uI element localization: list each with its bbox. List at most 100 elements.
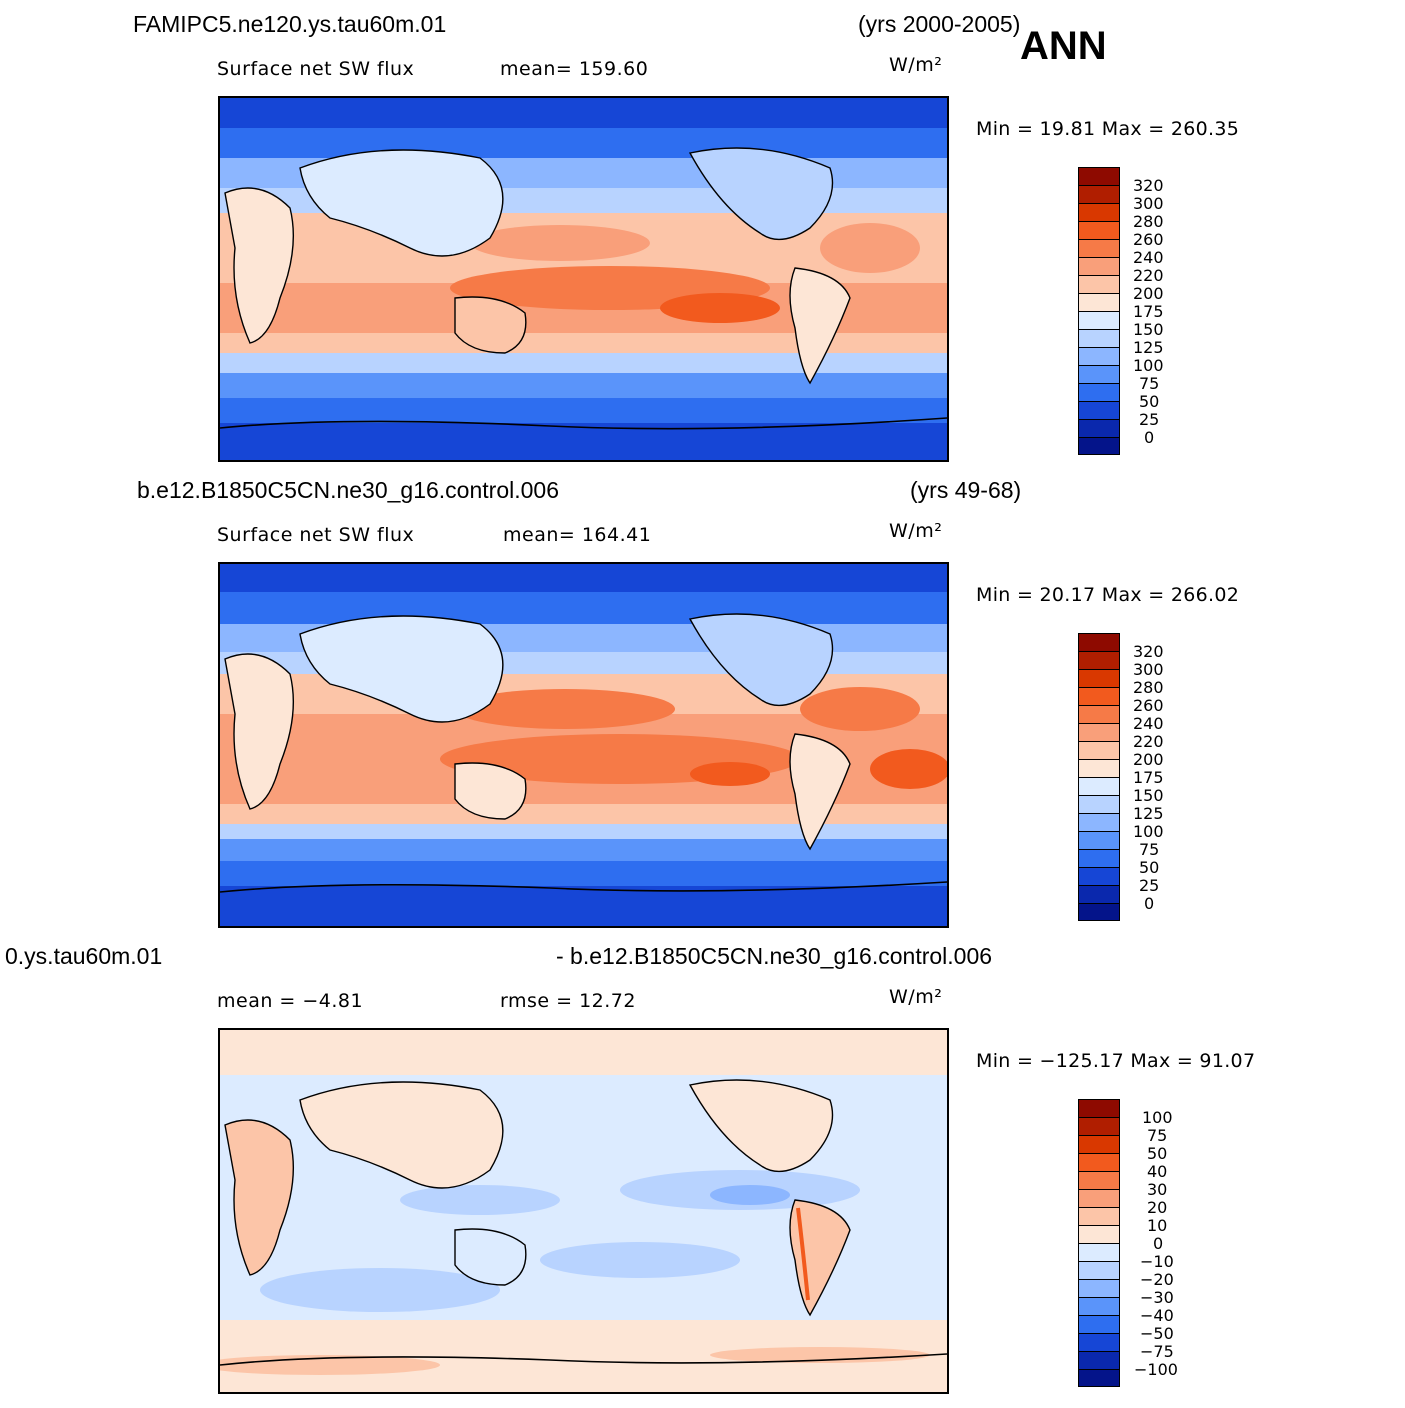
panel3-control-case: - b.e12.B1850C5CN.ne30_g16.control.006 <box>556 943 993 969</box>
panel1-colorbar-tick: 25 <box>1139 410 1160 429</box>
season-label: ANN <box>1020 24 1107 68</box>
panel3-mean: mean = −4.81 <box>217 990 364 1012</box>
panel2-colorbar-tick: 150 <box>1133 786 1164 805</box>
panel3-colorbar-swatch <box>1079 1298 1119 1316</box>
panel1-years: (yrs 2000-2005) <box>858 11 1021 37</box>
panel3-colorbar <box>1078 1099 1120 1387</box>
panel1-case-name: FAMIPC5.ne120.ys.tau60m.01 <box>133 11 447 37</box>
panel2-colorbar-swatch <box>1079 778 1119 796</box>
panel1-colorbar-swatch <box>1079 222 1119 240</box>
panel1-colorbar-swatch <box>1079 312 1119 330</box>
panel3-colorbar-swatch <box>1079 1208 1119 1226</box>
panel3-colorbar-tick: −30 <box>1140 1288 1174 1307</box>
panel2-colorbar-swatch <box>1079 814 1119 832</box>
panel2-colorbar-swatch <box>1079 724 1119 742</box>
panel1-colorbar-swatch <box>1079 186 1119 204</box>
panel1-colorbar-swatch <box>1079 348 1119 366</box>
panel3-map <box>218 1028 949 1394</box>
panel2-colorbar-tick: 240 <box>1133 714 1164 733</box>
panel3-colorbar-swatch <box>1079 1226 1119 1244</box>
panel3-colorbar-swatch <box>1079 1334 1119 1352</box>
panel1-map-field <box>220 98 947 460</box>
panel3-colorbar-swatch <box>1079 1244 1119 1262</box>
panel1-map <box>218 96 949 462</box>
panel3-units: W/m² <box>889 986 943 1008</box>
panel2-case-name: b.e12.B1850C5CN.ne30_g16.control.006 <box>137 477 559 503</box>
panel3-colorbar-swatch <box>1079 1190 1119 1208</box>
panel1-colorbar-tick: 100 <box>1133 356 1164 375</box>
panel2-variable: Surface net SW flux <box>217 524 415 546</box>
panel3-colorbar-swatch <box>1079 1118 1119 1136</box>
panel2-colorbar-tick: 320 <box>1133 642 1164 661</box>
panel2-colorbar-swatch <box>1079 742 1119 760</box>
panel1-colorbar-tick: 220 <box>1133 266 1164 285</box>
panel1-colorbar-tick: 50 <box>1139 392 1160 411</box>
panel1-colorbar-swatch <box>1079 276 1119 294</box>
panel2-colorbar-tick: 100 <box>1133 822 1164 841</box>
panel3-colorbar-swatch <box>1079 1262 1119 1280</box>
panel2-minmax: Min = 20.17 Max = 266.02 <box>976 584 1240 606</box>
panel3-colorbar-tick: −20 <box>1140 1270 1174 1289</box>
panel1-colorbar-tick: 150 <box>1133 320 1164 339</box>
panel1-colorbar-swatch <box>1079 240 1119 258</box>
panel2-map <box>218 562 949 928</box>
panel1-colorbar <box>1078 167 1120 455</box>
panel2-colorbar-swatch <box>1079 760 1119 778</box>
panel2-colorbar <box>1078 633 1120 921</box>
panel3-colorbar-tick: −100 <box>1134 1360 1178 1379</box>
panel1-colorbar-swatch <box>1079 384 1119 402</box>
panel2-colorbar-tick: 280 <box>1133 678 1164 697</box>
panel1-colorbar-tick: 320 <box>1133 176 1164 195</box>
panel3-colorbar-swatch <box>1079 1136 1119 1154</box>
panel2-units: W/m² <box>889 520 943 542</box>
panel3-colorbar-tick: 50 <box>1147 1144 1168 1163</box>
panel2-colorbar-swatch <box>1079 886 1119 904</box>
panel1-colorbar-tick: 200 <box>1133 284 1164 303</box>
panel1-units: W/m² <box>889 54 943 76</box>
panel3-colorbar-tick: 40 <box>1147 1162 1168 1181</box>
panel2-colorbar-tick: 220 <box>1133 732 1164 751</box>
panel2-mean: mean= 164.41 <box>503 524 652 546</box>
panel2-colorbar-swatch <box>1079 850 1119 868</box>
panel1-colorbar-swatch <box>1079 258 1119 276</box>
panel1-colorbar-swatch <box>1079 294 1119 312</box>
panel1-colorbar-tick: 240 <box>1133 248 1164 267</box>
panel2-years: (yrs 49-68) <box>910 477 1022 503</box>
panel2-colorbar-tick: 260 <box>1133 696 1164 715</box>
panel3-colorbar-swatch <box>1079 1172 1119 1190</box>
panel1-variable: Surface net SW flux <box>217 58 415 80</box>
panel3-colorbar-swatch <box>1079 1352 1119 1370</box>
panel3-colorbar-tick: 0 <box>1153 1234 1164 1253</box>
panel1-colorbar-swatch <box>1079 330 1119 348</box>
panel3-colorbar-swatch <box>1079 1154 1119 1172</box>
panel1-colorbar-tick: 75 <box>1139 374 1160 393</box>
panel3-colorbar-tick: −10 <box>1140 1252 1174 1271</box>
panel2-colorbar-tick: 0 <box>1144 894 1155 913</box>
panel1-colorbar-tick: 300 <box>1133 194 1164 213</box>
panel3-case-name: 0.ys.tau60m.01 <box>5 943 163 969</box>
panel3-colorbar-tick: −75 <box>1140 1342 1174 1361</box>
panel1-colorbar-swatch <box>1079 366 1119 384</box>
panel3-colorbar-swatch <box>1079 1316 1119 1334</box>
panel2-colorbar-tick: 25 <box>1139 876 1160 895</box>
panel3-colorbar-tick: 20 <box>1147 1198 1168 1217</box>
panel2-colorbar-swatch <box>1079 688 1119 706</box>
panel2-colorbar-swatch <box>1079 652 1119 670</box>
panel1-colorbar-tick: 125 <box>1133 338 1164 357</box>
panel3-colorbar-tick: 30 <box>1147 1180 1168 1199</box>
panel3-minmax: Min = −125.17 Max = 91.07 <box>976 1050 1256 1072</box>
panel1-colorbar-swatch <box>1079 168 1119 186</box>
panel3-colorbar-swatch <box>1079 1280 1119 1298</box>
panel1-colorbar-swatch <box>1079 420 1119 438</box>
panel2-colorbar-tick: 125 <box>1133 804 1164 823</box>
panel2-colorbar-tick: 300 <box>1133 660 1164 679</box>
panel3-map-field <box>220 1030 947 1392</box>
panel1-colorbar-swatch <box>1079 402 1119 420</box>
panel1-colorbar-tick: 175 <box>1133 302 1164 321</box>
panel2-colorbar-tick: 200 <box>1133 750 1164 769</box>
panel3-colorbar-tick: 10 <box>1147 1216 1168 1235</box>
panel2-colorbar-swatch <box>1079 868 1119 886</box>
panel2-colorbar-swatch <box>1079 796 1119 814</box>
panel2-colorbar-tick: 50 <box>1139 858 1160 877</box>
panel1-colorbar-tick: 0 <box>1144 428 1155 447</box>
